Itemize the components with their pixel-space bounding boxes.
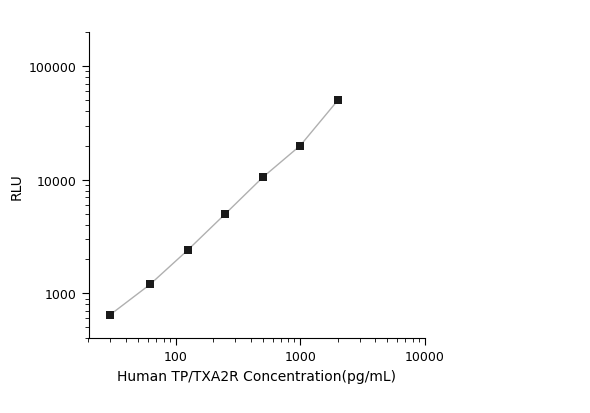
X-axis label: Human TP/TXA2R Concentration(pg/mL): Human TP/TXA2R Concentration(pg/mL) [117, 369, 396, 383]
Point [258, 175, 267, 181]
Point [106, 311, 115, 318]
Point [221, 211, 230, 218]
Y-axis label: RLU: RLU [9, 173, 23, 199]
Point [333, 98, 342, 104]
Point [146, 281, 155, 288]
Point [296, 143, 305, 150]
Point [183, 247, 192, 254]
